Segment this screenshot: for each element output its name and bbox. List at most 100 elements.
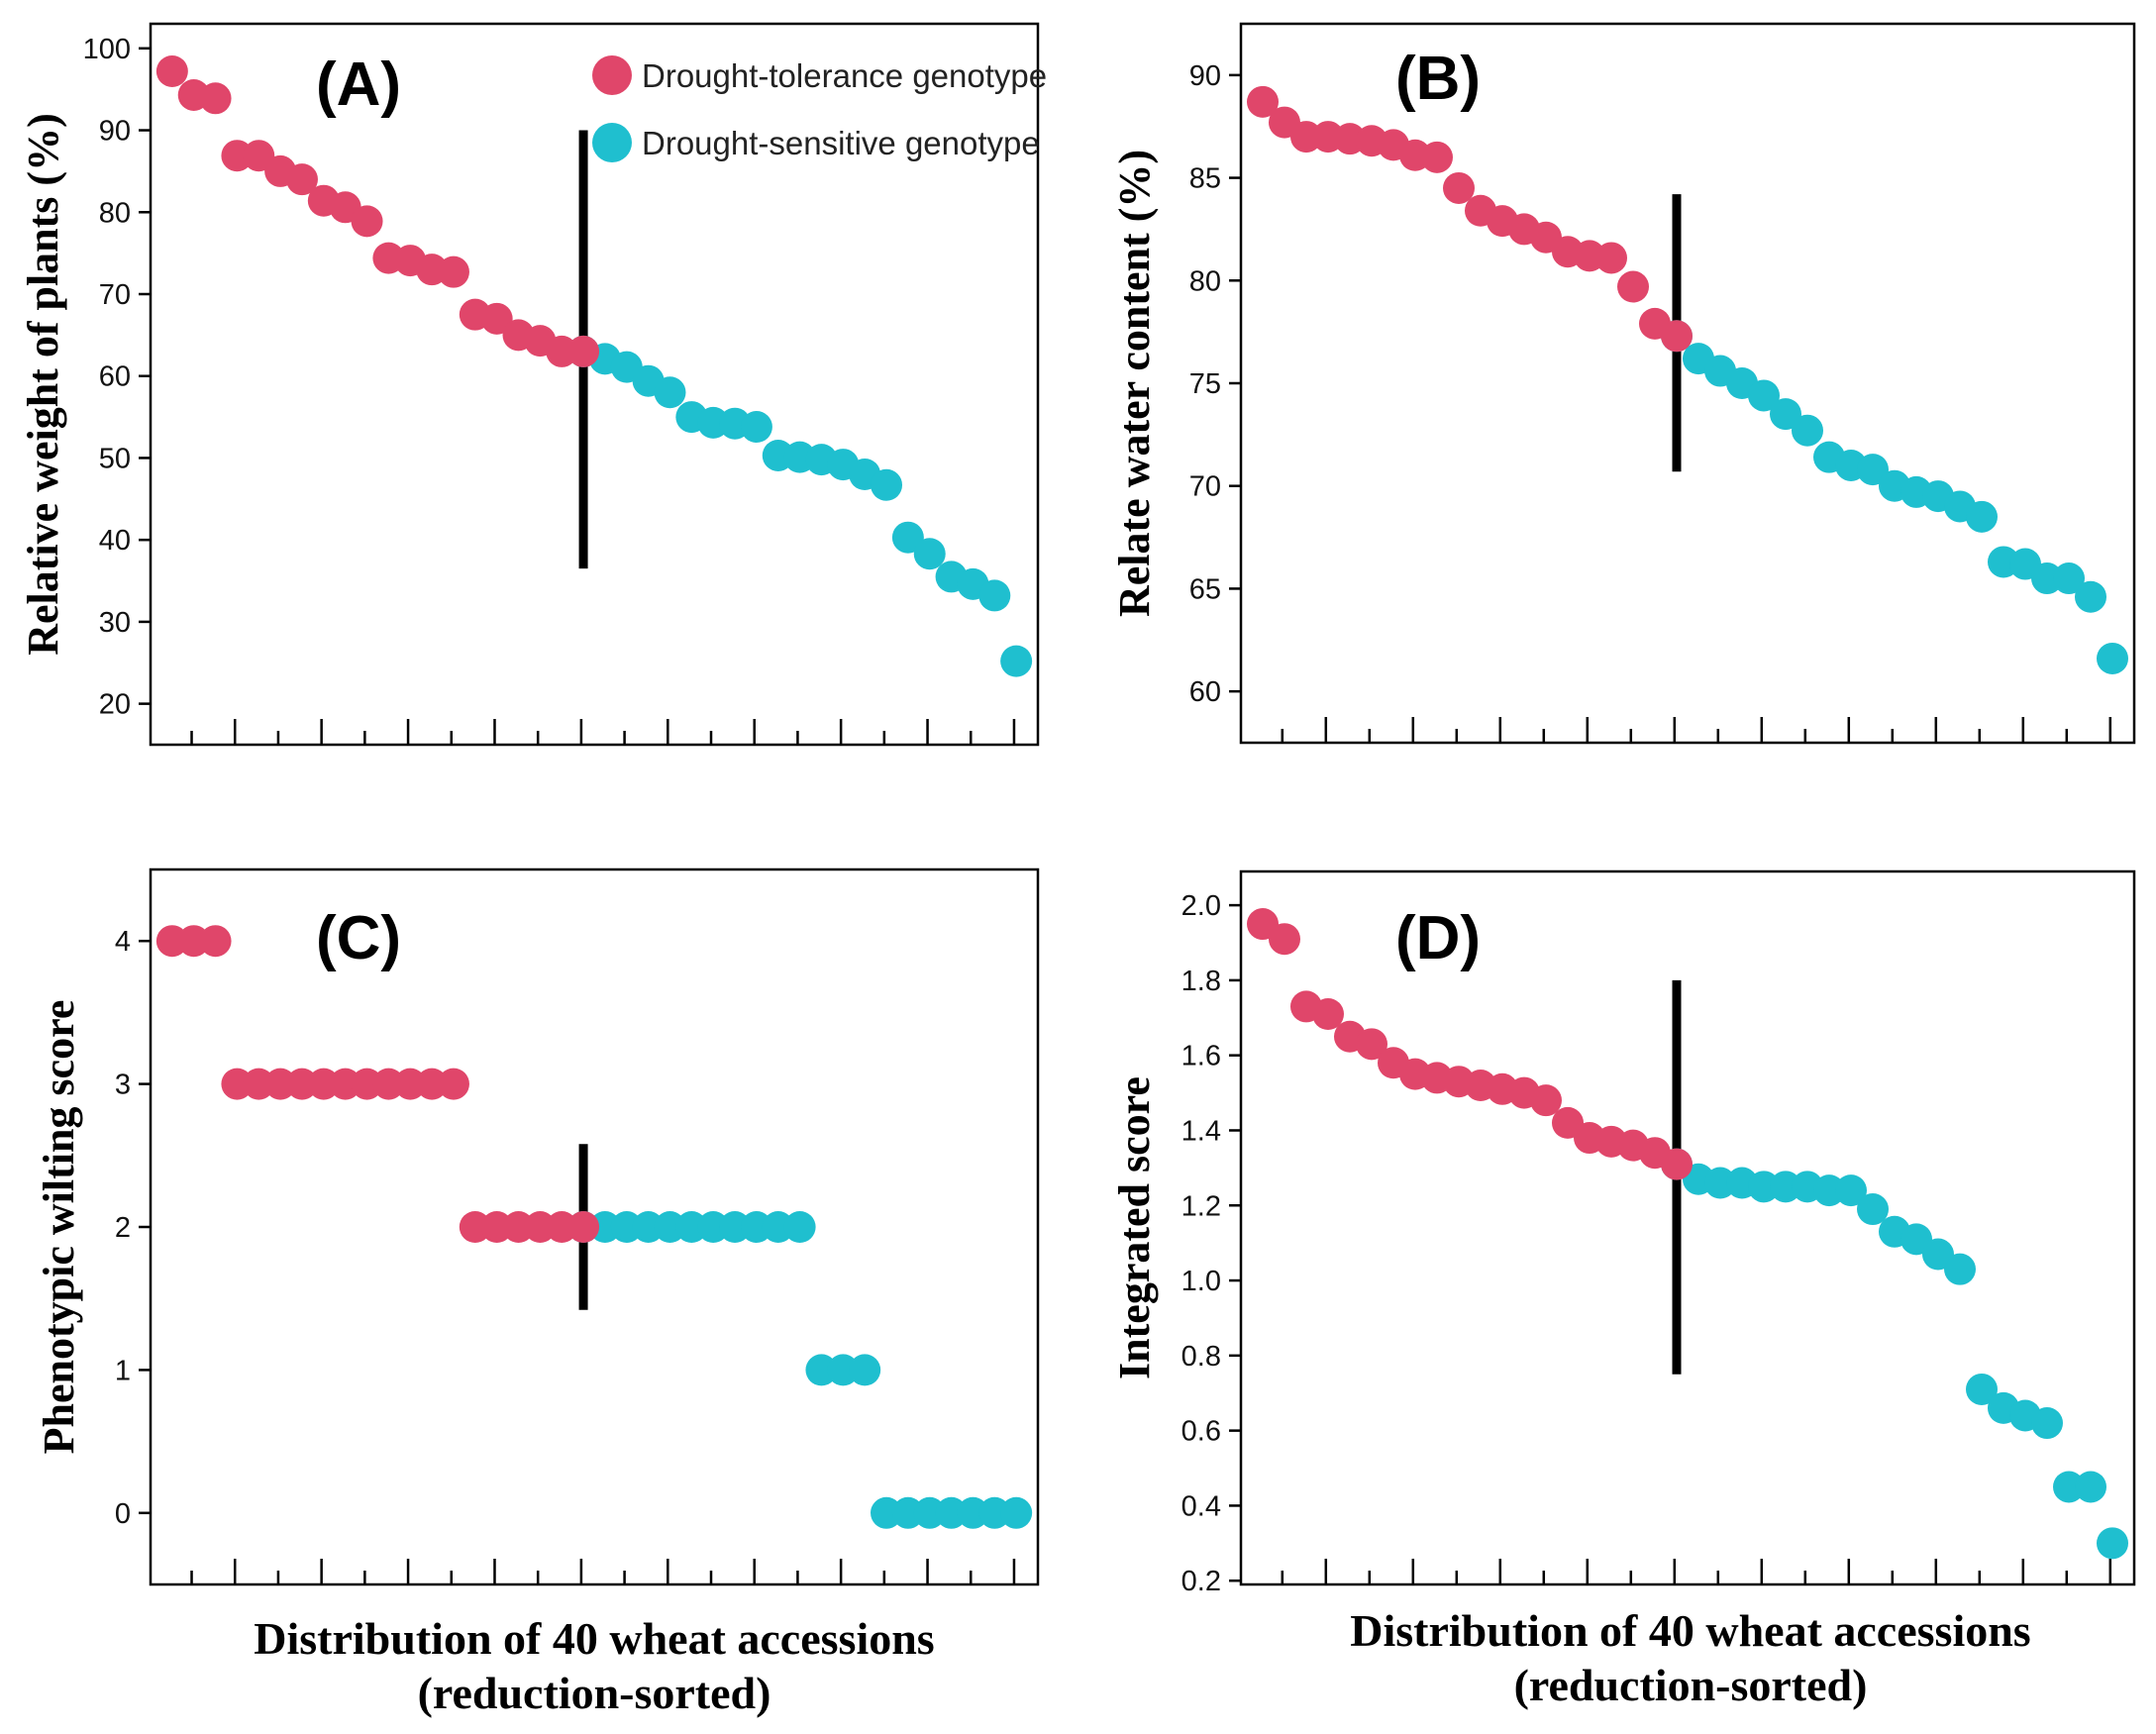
y-tick-label-c: 1 <box>115 1355 131 1386</box>
data-point-tolerant-b <box>1443 171 1475 204</box>
x-axis-label-left: Distribution of 40 wheat accessions (red… <box>254 1613 934 1718</box>
panel-title-d: (D) <box>1395 904 1481 972</box>
data-point-sensitive-d <box>1748 1171 1780 1203</box>
y-tick-label-d: 0.6 <box>1181 1416 1221 1448</box>
data-point-sensitive-d <box>2097 1527 2128 1560</box>
data-point-tolerant-a <box>199 82 232 115</box>
data-point-sensitive-b <box>2053 562 2085 595</box>
x-axis-label-right: Distribution of 40 wheat accessions (red… <box>1350 1605 2030 1710</box>
data-point-sensitive-a <box>913 538 946 570</box>
y-axis-label-d: Integrated score <box>1110 1076 1159 1379</box>
panel-a: 20 30 40 50 60 70 80 90 100 (A) Relative weight of… <box>19 22 1040 747</box>
data-point-tolerant-d <box>1312 998 1344 1030</box>
data-point-tolerant-d <box>1269 923 1300 956</box>
legend: Drought-tolerance genotype Drought-sensi… <box>592 55 1047 162</box>
y-tick-label-d: 0.2 <box>1181 1566 1221 1597</box>
data-point-tolerant-a <box>285 163 318 196</box>
data-point-tolerant-b <box>1247 85 1279 118</box>
y-axis-label-a: Relative weight of plants (%) <box>19 113 67 656</box>
y-tick-label-a: 50 <box>99 443 131 474</box>
y-tick-label-d: 1.6 <box>1181 1041 1221 1072</box>
panel-title-a: (A) <box>316 51 401 119</box>
plot-frame-a <box>149 22 1040 747</box>
y-tick-label-b: 85 <box>1189 163 1221 195</box>
data-point-tolerant-b <box>1661 320 1693 353</box>
legend-marker-sensitive <box>592 123 632 162</box>
y-tick-label-d: 2.0 <box>1181 890 1221 922</box>
data-point-tolerant-a <box>437 255 469 288</box>
legend-label-tolerant: Drought-tolerance genotype <box>642 57 1047 94</box>
y-tick-label-c: 3 <box>115 1070 131 1101</box>
data-point-sensitive-b <box>2031 562 2063 595</box>
data-point-sensitive-d <box>1944 1253 1976 1285</box>
data-point-sensitive-a <box>1000 645 1033 677</box>
y-tick-label-a: 100 <box>83 34 131 65</box>
y-tick-label-b: 75 <box>1189 368 1221 400</box>
data-point-sensitive-d <box>1966 1373 1998 1405</box>
data-point-sensitive-a <box>978 579 1011 612</box>
y-tick-label-d: 1.4 <box>1181 1115 1221 1147</box>
data-point-tolerant-d <box>1530 1084 1562 1117</box>
data-point-tolerant-a <box>351 205 383 238</box>
data-point-sensitive-d <box>1704 1167 1736 1199</box>
data-point-sensitive-d <box>1770 1171 1801 1203</box>
y-tick-label-a: 40 <box>99 525 131 557</box>
data-point-sensitive-a <box>740 411 772 444</box>
y-tick-label-a: 70 <box>99 279 131 311</box>
data-point-sensitive-d <box>1813 1174 1845 1207</box>
data-point-sensitive-b <box>1770 398 1801 431</box>
data-point-tolerant-d <box>1356 1028 1387 1061</box>
panel-c: 0 1 2 3 4 (C) Phenotypic wilting score <box>35 867 1040 1586</box>
y-tick-label-b: 80 <box>1189 265 1221 297</box>
data-point-tolerant-a <box>567 335 600 367</box>
data-point-sensitive-c <box>849 1354 881 1386</box>
data-point-tolerant-b <box>1290 121 1322 153</box>
y-tick-label-b: 90 <box>1189 60 1221 92</box>
data-point-sensitive-b <box>1966 500 1998 533</box>
y-tick-label-a: 30 <box>99 607 131 639</box>
x-axis-label-right-line1: Distribution of 40 wheat accessions <box>1350 1605 2030 1656</box>
y-tick-label-d: 1.2 <box>1181 1190 1221 1222</box>
y-axis-label-c: Phenotypic wilting score <box>35 1000 83 1455</box>
legend-label-sensitive: Drought-sensitive genotype <box>642 125 1040 161</box>
data-point-sensitive-d <box>1835 1174 1867 1207</box>
y-tick-label-a: 90 <box>99 116 131 148</box>
data-point-tolerant-a <box>480 302 513 335</box>
data-point-sensitive-b <box>1792 414 1823 447</box>
y-tick-label-a: 60 <box>99 361 131 393</box>
data-point-sensitive-c <box>1000 1496 1033 1529</box>
y-tick-label-c: 4 <box>115 926 131 958</box>
data-point-tolerant-c <box>199 925 232 958</box>
data-point-sensitive-c <box>783 1211 816 1243</box>
data-point-sensitive-d <box>2075 1471 2106 1503</box>
y-tick-label-d: 0.8 <box>1181 1341 1221 1373</box>
data-point-tolerant-c <box>567 1211 600 1243</box>
data-point-tolerant-a <box>155 54 188 87</box>
data-point-sensitive-b <box>2075 580 2106 613</box>
y-tick-label-d: 0.4 <box>1181 1490 1221 1522</box>
x-axis-label-right-line2: (reduction-sorted) <box>1514 1660 1868 1710</box>
y-tick-label-d: 1.8 <box>1181 966 1221 997</box>
data-point-sensitive-d <box>2053 1471 2085 1503</box>
data-point-tolerant-b <box>1421 141 1453 173</box>
panel-b: 60 65 70 75 80 85 90 (B) Relate water content (%… <box>1110 22 2136 745</box>
x-axis-label-left-line1: Distribution of 40 wheat accessions <box>254 1613 934 1664</box>
data-point-tolerant-c <box>437 1068 469 1100</box>
data-point-sensitive-b <box>1857 454 1889 486</box>
panel-title-c: (C) <box>316 904 401 972</box>
y-tick-label-c: 0 <box>115 1498 131 1530</box>
data-point-sensitive-d <box>2031 1407 2063 1440</box>
data-point-tolerant-b <box>1595 242 1627 274</box>
data-point-tolerant-d <box>1661 1148 1693 1180</box>
y-tick-label-b: 65 <box>1189 573 1221 605</box>
y-tick-label-a: 20 <box>99 689 131 721</box>
y-tick-label-c: 2 <box>115 1212 131 1244</box>
panel-title-b: (B) <box>1395 45 1481 113</box>
panel-d: 0.2 0.4 0.6 0.8 1.0 1.2 1.4 1.6 1.8 2.0 (D) Integra… <box>1110 869 2136 1597</box>
x-axis-label-left-line2: (reduction-sorted) <box>418 1668 771 1718</box>
y-tick-label-b: 70 <box>1189 471 1221 503</box>
y-axis-label-b: Relate water content (%) <box>1110 150 1159 617</box>
data-point-tolerant-b <box>1617 270 1649 303</box>
legend-marker-tolerant <box>592 55 632 95</box>
